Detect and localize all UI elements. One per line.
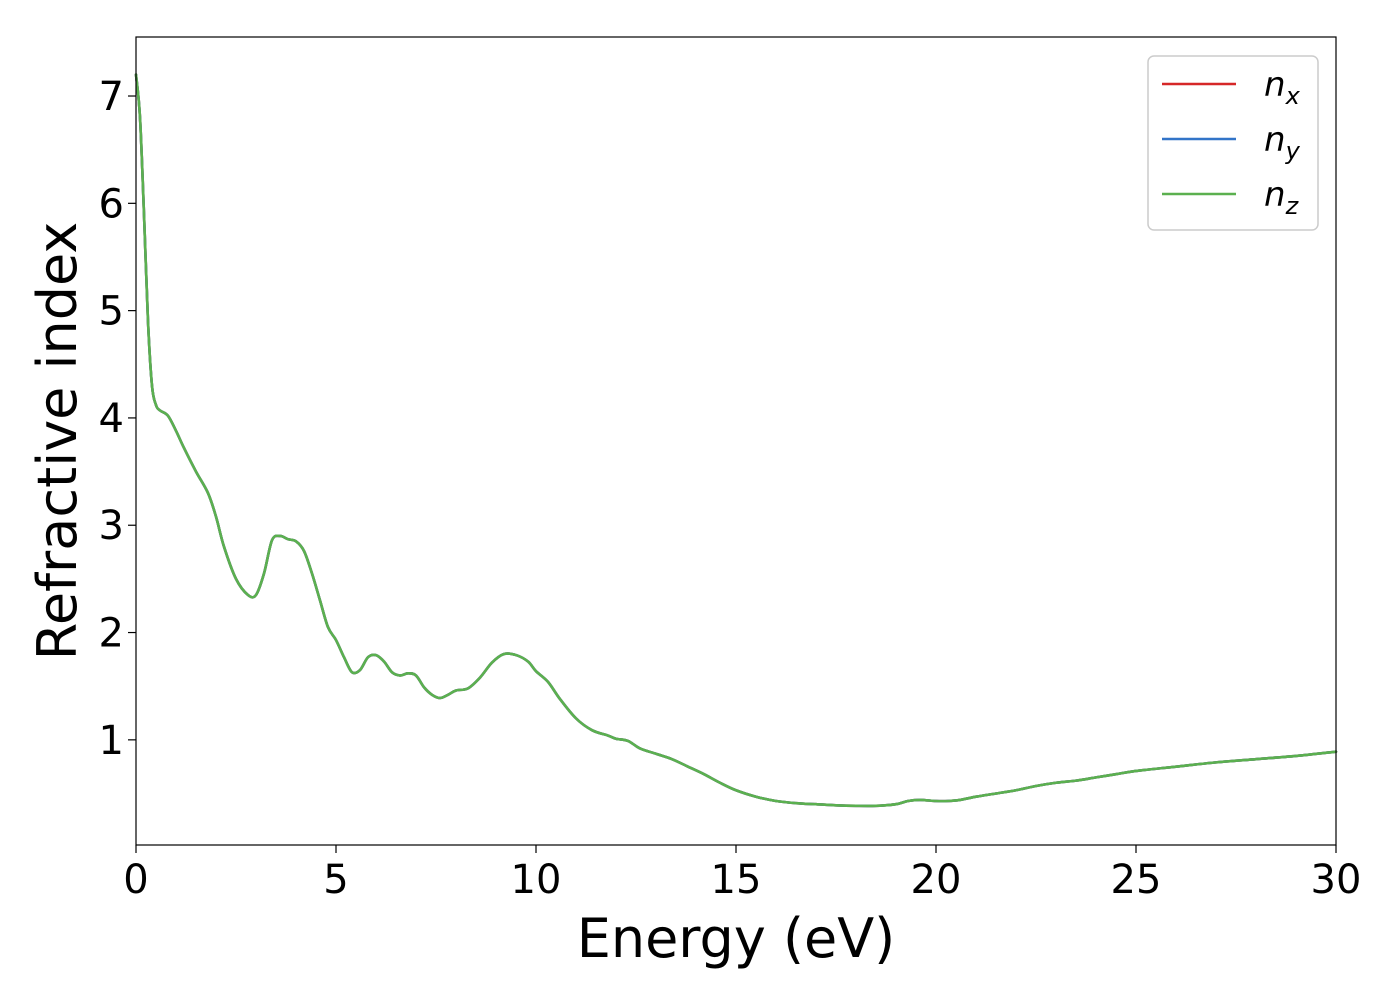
- series-layer: [134, 73, 1338, 808]
- x-tick-label: 30: [1311, 857, 1362, 903]
- y-axis-ticks: 1 2 3 4 5 6 7: [99, 74, 136, 764]
- y-tick-label: 4: [99, 396, 124, 442]
- plot-area: [136, 37, 1336, 845]
- x-tick-label: 0: [123, 857, 148, 903]
- y-tick-label: 7: [99, 74, 124, 120]
- x-tick-label: 10: [511, 857, 562, 903]
- legend-label-subscript: x: [1285, 82, 1301, 110]
- y-tick-label: 2: [99, 611, 124, 657]
- legend-label-subscript: y: [1285, 137, 1301, 165]
- y-tick-label: 6: [99, 181, 124, 227]
- legend-label-subscript: z: [1285, 192, 1300, 220]
- legend-label-base: n: [1264, 65, 1286, 105]
- legend-label: nz: [1264, 175, 1300, 220]
- legend-label: ny: [1264, 120, 1301, 165]
- x-tick-label: 20: [911, 857, 962, 903]
- x-tick-label: 5: [323, 857, 348, 903]
- legend-label-base: n: [1264, 120, 1286, 160]
- x-tick-label: 15: [711, 857, 762, 903]
- y-tick-label: 5: [99, 289, 124, 335]
- legend-label: nx: [1264, 65, 1301, 110]
- x-axis-ticks: 0 5 10 15 20 25 30: [123, 845, 1361, 903]
- x-tick-label: 25: [1111, 857, 1162, 903]
- x-axis-label: Energy (eV): [577, 907, 896, 970]
- legend-label-base: n: [1264, 175, 1286, 215]
- y-tick-label: 3: [99, 503, 124, 549]
- legend-box: [1147, 55, 1319, 231]
- y-tick-label: 1: [99, 718, 124, 764]
- series-line-n-z: [134, 73, 1338, 808]
- y-axis-label: Refractive index: [26, 222, 89, 661]
